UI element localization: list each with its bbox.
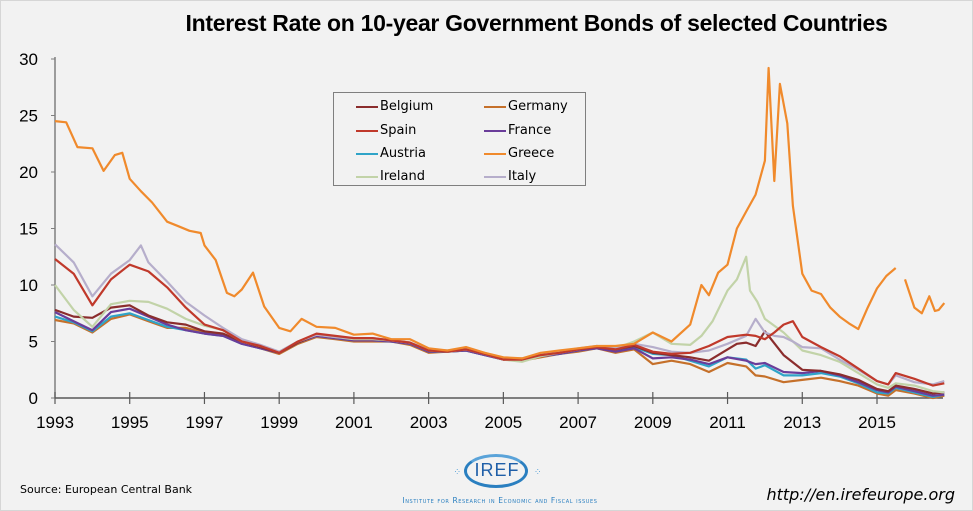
y-tick-label: 5	[29, 333, 38, 352]
x-axis: 1993 1995 1997 1999 2001 2003 2005 2007 2009 2011…	[36, 392, 943, 432]
logo-ring-icon	[464, 454, 528, 488]
website-url[interactable]: http://en.irefeurope.org	[766, 485, 955, 504]
legend: Belgium Germany Spain France Austria Gre…	[333, 92, 586, 186]
x-tick-label: 2005	[484, 413, 522, 432]
x-tick-label: 2011	[709, 413, 746, 432]
legend-swatch	[356, 105, 378, 108]
legend-label: Germany	[508, 99, 568, 114]
legend-swatch	[484, 129, 506, 132]
x-tick-label: 1993	[36, 413, 74, 432]
y-tick-label: 30	[19, 50, 38, 69]
y-tick-label: 0	[29, 389, 38, 408]
y-axis: 0 5 10 15 20 25 30	[19, 50, 56, 408]
y-tick-label: 20	[19, 163, 38, 182]
legend-label: Belgium	[380, 99, 434, 114]
legend-item-italy: Italy	[484, 169, 536, 184]
legend-item-belgium: Belgium	[356, 99, 433, 114]
series-lines	[54, 66, 946, 400]
legend-swatch	[356, 129, 378, 132]
x-tick-label: 1995	[111, 413, 149, 432]
series-line-belgium	[54, 304, 945, 395]
legend-label: Spain	[380, 123, 417, 138]
legend-swatch	[484, 152, 506, 155]
legend-item-france: France	[484, 123, 551, 138]
institute-name: Institute for Research in Economic and F…	[402, 496, 598, 505]
legend-label: Greece	[508, 146, 555, 161]
x-tick-label: 2001	[335, 413, 373, 432]
legend-label: Ireland	[380, 169, 425, 184]
x-tick-label: 2003	[410, 413, 448, 432]
series-line-greece	[54, 66, 897, 360]
source-note: Source: European Central Bank	[20, 483, 193, 496]
series-line-italy	[54, 243, 945, 386]
legend-item-greece: Greece	[484, 146, 554, 161]
y-tick-label: 15	[19, 220, 38, 239]
legend-swatch	[484, 175, 506, 178]
series-line-greece-cont	[903, 279, 946, 315]
legend-swatch	[356, 175, 378, 178]
x-tick-label: 2007	[559, 413, 597, 432]
legend-label: Italy	[508, 169, 537, 184]
x-tick-label: 2015	[858, 413, 896, 432]
y-tick-label: 25	[19, 107, 38, 126]
x-tick-label: 2009	[634, 413, 672, 432]
chart-title: Interest Rate on 10-year Government Bond…	[185, 10, 888, 36]
logo-text: IREF	[474, 460, 520, 480]
x-tick-label: 2013	[783, 413, 821, 432]
legend-item-ireland: Ireland	[356, 169, 425, 184]
legend-item-spain: Spain	[356, 123, 416, 138]
x-tick-label: 1997	[186, 413, 224, 432]
series-line-spain	[54, 258, 945, 387]
legend-swatch	[356, 152, 378, 155]
logo-dots-icon: ·:·	[454, 466, 460, 476]
y-tick-label: 10	[19, 276, 38, 295]
iref-logo: ·:· IREF ·:·	[452, 452, 542, 492]
x-tick-label: 1999	[260, 413, 298, 432]
legend-item-germany: Germany	[484, 99, 568, 114]
legend-item-austria: Austria	[356, 146, 426, 161]
legend-label: Austria	[380, 146, 426, 161]
legend-swatch	[484, 105, 506, 108]
legend-label: France	[508, 123, 552, 138]
logo-dots-icon: ·:·	[534, 466, 541, 476]
